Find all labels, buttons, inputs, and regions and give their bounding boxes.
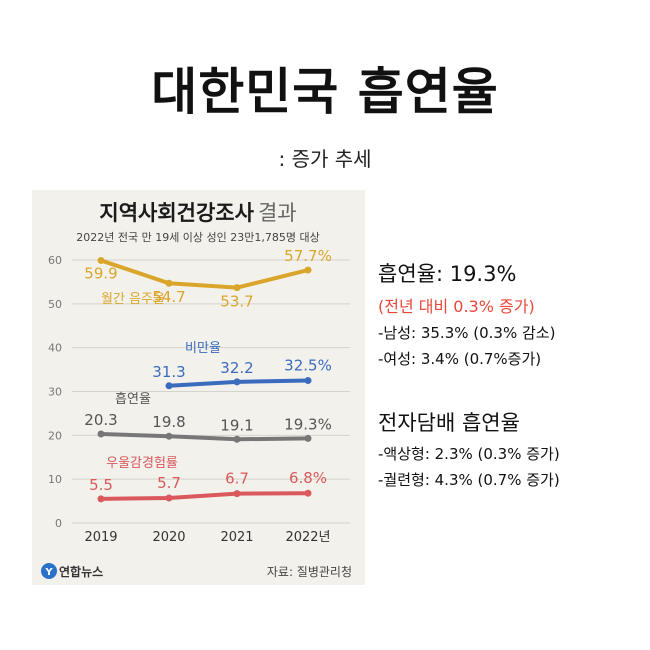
heated-tobacco-rate: -궐련형: 4.3% (0.7% 증가) xyxy=(378,471,560,489)
series-line xyxy=(99,491,310,501)
series-line xyxy=(99,258,310,290)
data-point xyxy=(304,377,312,385)
data-label: 20.3 xyxy=(84,411,117,429)
data-label: 6.8% xyxy=(289,469,327,487)
y-tick-label: 50 xyxy=(48,298,62,311)
data-point xyxy=(233,490,241,498)
y-tick-label: 60 xyxy=(48,254,62,267)
chart-title: 지역사회건강조사 결과 xyxy=(99,201,296,225)
data-label: 6.7 xyxy=(225,470,249,488)
data-point xyxy=(304,434,312,442)
data-point xyxy=(165,279,173,287)
data-label: 19.3% xyxy=(284,415,332,433)
smoking-rate-heading: 흡연율: 19.3% xyxy=(378,262,517,286)
series-name-label: 비만율 xyxy=(185,341,221,356)
liquid-ecig-rate: -액상형: 2.3% (0.3% 증가) xyxy=(378,445,560,463)
x-tick-label: 2021 xyxy=(220,530,253,545)
data-point xyxy=(97,495,105,503)
yonhap-logo-text: 연합뉴스 xyxy=(59,564,103,579)
x-tick-label: 2019 xyxy=(84,530,117,545)
y-tick-label: 20 xyxy=(48,429,62,442)
data-label: 19.8 xyxy=(152,413,185,431)
chart-subtitle: 2022년 전국 만 19세 이상 성인 23만1,785명 대상 xyxy=(76,231,320,244)
y-tick-label: 40 xyxy=(48,342,62,355)
series-name-label: 우울감경험률 xyxy=(106,456,178,471)
series-line xyxy=(99,432,310,442)
page-title: 대한민국 흡연율 xyxy=(151,63,499,121)
page-subtitle: : 증가 추세 xyxy=(278,147,372,171)
female-smoking-rate: -여성: 3.4% (0.7%증가) xyxy=(378,350,542,368)
yonhap-logo: Y 연합뉴스 xyxy=(41,563,103,579)
yonhap-logo-icon xyxy=(41,563,57,579)
chart-title-light: 결과 xyxy=(258,201,297,225)
data-point xyxy=(233,378,241,386)
y-tick-label: 0 xyxy=(55,517,62,530)
data-point xyxy=(233,284,241,292)
data-point xyxy=(304,489,312,497)
yonhap-logo-letter: Y xyxy=(44,567,53,578)
data-label: 5.7 xyxy=(157,474,181,492)
line-chart: 지역사회건강조사 결과 2022년 전국 만 19세 이상 성인 23만1,785… xyxy=(41,201,352,579)
smoking-rate-change: (전년 대비 0.3% 증가) xyxy=(378,297,535,316)
data-label: 32.5% xyxy=(284,357,332,375)
data-point xyxy=(97,430,105,438)
male-smoking-rate: -남성: 35.3% (0.3% 감소) xyxy=(378,324,556,342)
ecig-heading: 전자담배 흡연율 xyxy=(378,411,520,435)
chart-source: 자료: 질병관리청 xyxy=(267,565,352,579)
chart-title-bold: 지역사회건강조사 xyxy=(99,201,254,225)
data-point xyxy=(165,432,173,440)
data-label: 59.9 xyxy=(84,264,117,282)
data-label: 31.3 xyxy=(152,363,185,381)
data-label: 5.5 xyxy=(89,476,113,494)
series-name-label: 흡연율 xyxy=(115,392,151,407)
series-name-label: 월간 음주율 xyxy=(101,292,165,307)
data-label: 57.7% xyxy=(284,247,332,265)
data-point xyxy=(165,494,173,502)
x-tick-label: 2020 xyxy=(152,530,185,545)
data-point xyxy=(233,435,241,443)
data-label: 53.7 xyxy=(220,293,253,311)
x-tick-label: 2022년 xyxy=(285,530,330,545)
data-label: 32.2 xyxy=(220,359,253,377)
data-label: 19.1 xyxy=(220,416,253,434)
chart-panel: 지역사회건강조사 결과 2022년 전국 만 19세 이상 성인 23만1,785… xyxy=(32,190,365,585)
data-point xyxy=(97,256,105,264)
y-tick-label: 30 xyxy=(48,386,62,399)
y-tick-label: 10 xyxy=(48,473,62,486)
data-label: 54.7 xyxy=(152,288,185,306)
data-point xyxy=(304,266,312,274)
data-point xyxy=(165,382,173,390)
